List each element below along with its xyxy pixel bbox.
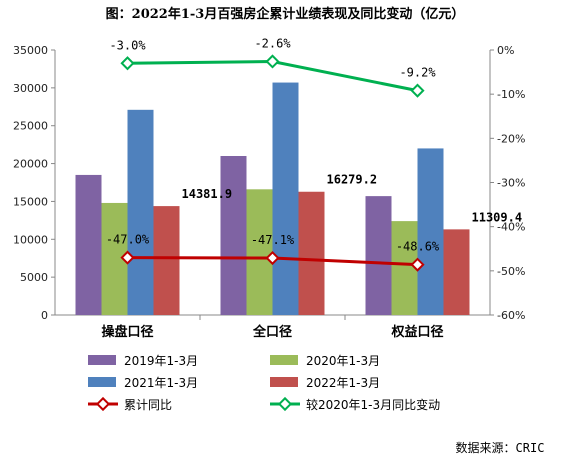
bar (220, 156, 247, 315)
bar (127, 109, 154, 315)
line-data-label: -9.2% (399, 66, 436, 80)
legend-label: 2022年1-3月 (306, 376, 380, 390)
y2-tick-label: -20% (497, 132, 525, 145)
line-marker (410, 257, 425, 272)
y2-tick-label: -10% (497, 88, 525, 101)
chart-title: 图：2022年1-3月百强房企累计业绩表现及同比变动（亿元） (106, 6, 465, 22)
y2-tick-label: -40% (497, 221, 525, 234)
y2-tick-label: 0% (497, 44, 514, 57)
data-labels: 14381.9 16279.2 11309.4 -47.0% -47.1% -48.6% -… (106, 36, 522, 253)
legend-label: 较2020年1-3月同比变动 (306, 397, 440, 412)
legend-swatch (270, 377, 298, 387)
legend-marker (95, 396, 111, 412)
y-tick-label: 0 (41, 309, 48, 322)
source-note: 数据来源：CRIC (456, 440, 545, 455)
bar (391, 221, 418, 315)
y-tick-label: 5000 (20, 271, 48, 284)
bar (272, 82, 299, 315)
y-tick-label: 30000 (13, 82, 48, 95)
legend-swatch (88, 377, 116, 387)
y-tick-label: 15000 (13, 195, 48, 208)
y-tick-label: 25000 (13, 120, 48, 133)
bar (298, 191, 325, 315)
legend-label: 累计同比 (124, 398, 172, 412)
legend-swatch (88, 355, 116, 365)
bar (417, 148, 444, 315)
line-data-label: -2.6% (254, 36, 291, 50)
line-marker (120, 250, 135, 265)
y-tick-label: 10000 (13, 233, 48, 246)
x-category-label: 全口径 (252, 324, 292, 340)
y2-tick-label: -30% (497, 177, 525, 190)
bar-series (75, 82, 470, 315)
legend-marker (277, 396, 293, 412)
line-marker (120, 56, 135, 71)
x-category-label: 操盘口径 (101, 324, 153, 340)
line-data-label: -47.0% (106, 233, 150, 247)
y-tick-label: 20000 (13, 158, 48, 171)
line-data-label: -3.0% (109, 38, 146, 52)
legend-swatch (270, 355, 298, 365)
legend-label: 2019年1-3月 (124, 354, 198, 368)
line-marker (410, 83, 425, 98)
bar (443, 229, 470, 315)
bar-data-label: 16279.2 (327, 173, 378, 187)
legend-label: 2020年1-3月 (306, 354, 380, 368)
line-series (120, 54, 425, 272)
line-marker (265, 54, 280, 69)
line-data-label: -47.1% (251, 233, 295, 247)
legend-label: 2021年1-3月 (124, 376, 198, 390)
y2-tick-label: -60% (497, 309, 525, 322)
x-category-label: 权益口径 (390, 324, 443, 340)
bar-data-label: 14381.9 (182, 187, 233, 201)
bar (365, 196, 392, 315)
y-tick-label: 35000 (13, 44, 48, 57)
line-data-label: -48.6% (396, 240, 440, 254)
line-marker (265, 250, 280, 266)
legend: 2019年1-3月 2020年1-3月 2021年1-3月 2022年1-3月累计同比… (88, 354, 440, 412)
y2-tick-label: -50% (497, 265, 525, 278)
bar (75, 174, 102, 315)
bar (153, 206, 180, 315)
bar-data-label: 11309.4 (472, 210, 523, 224)
bar (246, 189, 273, 315)
axes: 0 5000 10000 15000 20000 25000 30000 35000 0% -10… (13, 44, 525, 340)
